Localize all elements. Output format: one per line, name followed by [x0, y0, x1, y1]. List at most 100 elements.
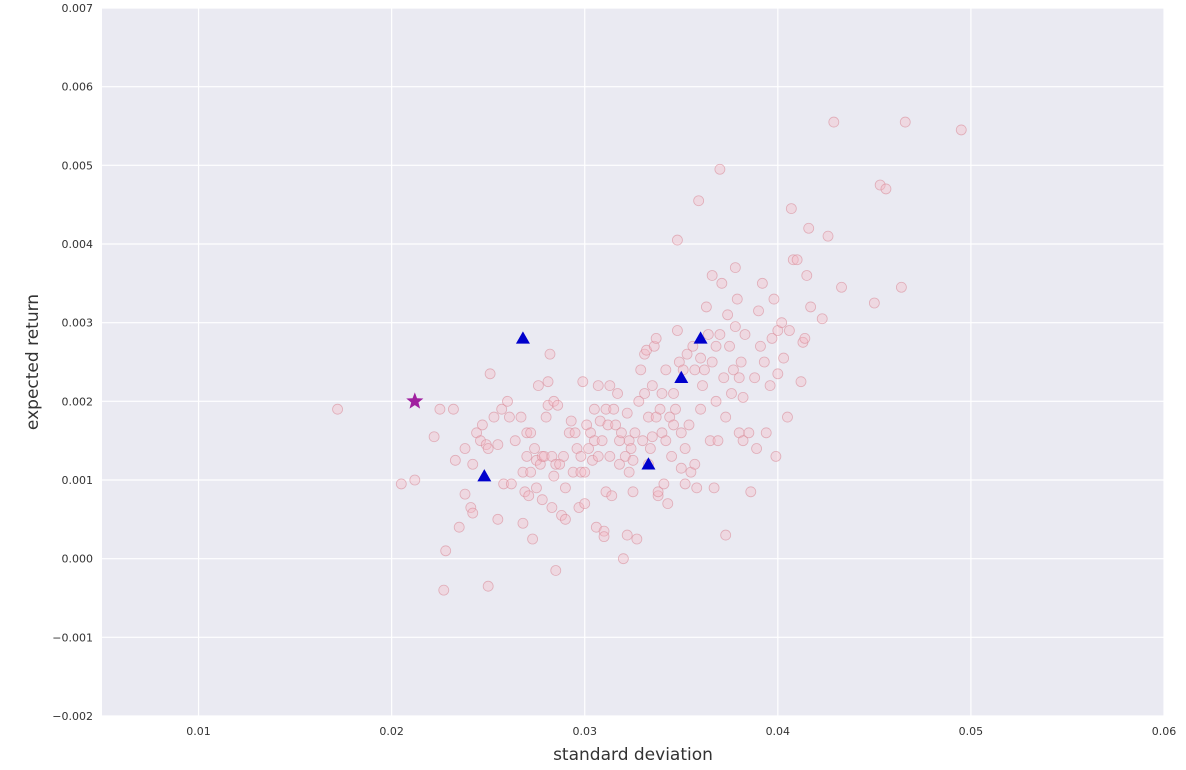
portfolio-point [556, 510, 567, 521]
portfolio-point [805, 301, 817, 313]
portfolio-point [498, 478, 510, 490]
portfolio-point [697, 380, 708, 392]
portfolio-point [718, 372, 730, 384]
portfolio-point [660, 435, 672, 447]
portfolio-point [544, 348, 556, 360]
portfolio-point [567, 466, 579, 478]
portfolio-point [504, 411, 515, 423]
portfolio-point [743, 427, 755, 439]
portfolio-point [880, 183, 892, 195]
portfolio-point [575, 450, 587, 462]
portfolio-point [729, 262, 741, 274]
portfolio-point [955, 124, 967, 136]
portfolio-point [656, 388, 668, 399]
portfolio-point [658, 478, 670, 490]
triangle-point [641, 457, 656, 470]
portfolio-point [604, 380, 616, 392]
portfolio-point [728, 364, 739, 376]
portfolio-point [517, 466, 529, 478]
portfolio-point [795, 376, 807, 388]
portfolio-point [637, 435, 649, 447]
portfolio-point [482, 443, 494, 454]
portfolio-point [660, 364, 672, 376]
portfolio-point [683, 419, 695, 431]
portfolio-point [614, 458, 625, 470]
y-tick-label: 0.004 [62, 238, 94, 251]
portfolio-point [509, 435, 521, 447]
portfolio-point [708, 482, 720, 494]
portfolio-point [587, 454, 598, 466]
portfolio-point [409, 474, 421, 486]
portfolio-point [621, 407, 633, 419]
portfolio-point [612, 388, 623, 399]
portfolio-point [646, 380, 658, 392]
y-tick-label: 0.007 [62, 2, 94, 15]
y-tick-label: 0.003 [62, 317, 94, 330]
portfolio-point [492, 513, 504, 525]
y-tick-label: 0.001 [62, 474, 94, 487]
portfolio-point [440, 545, 452, 557]
portfolio-point [579, 498, 591, 510]
portfolio-point [502, 395, 513, 407]
portfolio-point [627, 486, 639, 498]
y-axis-label: expected return [23, 294, 43, 430]
portfolio-point [702, 329, 714, 340]
portfolio-point [532, 380, 544, 392]
portfolio-point [496, 403, 508, 415]
portfolio-point [643, 411, 654, 423]
portfolio-point [476, 419, 488, 431]
portfolio-point [529, 443, 540, 454]
portfolio-point [542, 376, 554, 388]
portfolio-point [565, 415, 577, 427]
portfolio-point [558, 450, 569, 462]
portfolio-point [467, 458, 479, 470]
portfolio-point [693, 195, 705, 207]
portfolio-point [459, 443, 471, 454]
portfolio-point [475, 435, 486, 447]
portfolio-point [689, 364, 701, 376]
portfolio-point [434, 403, 446, 415]
portfolio-point [536, 494, 548, 506]
portfolio-point [874, 179, 886, 191]
plot-area [102, 8, 1164, 716]
portfolio-point [525, 427, 537, 439]
y-tick-label: 0.006 [62, 81, 94, 94]
triangle-point [674, 370, 689, 383]
portfolio-point [828, 116, 840, 128]
portfolio-point [679, 443, 691, 454]
portfolio-point [704, 435, 716, 447]
portfolio-point [706, 270, 718, 281]
portfolio-point [616, 427, 627, 439]
portfolio-point [720, 411, 732, 423]
portfolio-point [631, 533, 643, 545]
star-point [406, 392, 424, 409]
portfolio-point [438, 584, 450, 596]
portfolio-point [548, 395, 560, 407]
portfolio-point [395, 478, 407, 490]
portfolio-point [592, 450, 604, 462]
portfolio-point [598, 525, 610, 537]
portfolio-point [563, 427, 575, 439]
portfolio-point [488, 411, 500, 423]
portfolio-point [816, 313, 828, 325]
portfolio-point [716, 277, 728, 289]
portfolio-point [677, 364, 689, 376]
portfolio-point [467, 507, 479, 519]
portfolio-point [710, 395, 722, 407]
portfolio-point [689, 458, 701, 470]
portfolio-point [588, 403, 600, 415]
portfolio-point [654, 403, 666, 415]
portfolio-point [608, 403, 620, 415]
portfolio-point [899, 116, 911, 128]
portfolio-point [459, 488, 471, 500]
portfolio-point [766, 332, 778, 344]
portfolio-point [755, 340, 766, 352]
portfolio-point [453, 521, 465, 533]
portfolio-point [484, 368, 496, 380]
x-tick-label: 0.06 [1152, 725, 1177, 738]
portfolio-point [776, 317, 788, 329]
grid-lines [102, 7, 1165, 717]
portfolio-point [791, 254, 803, 266]
portfolio-point [895, 281, 907, 293]
portfolio-point [552, 399, 564, 411]
